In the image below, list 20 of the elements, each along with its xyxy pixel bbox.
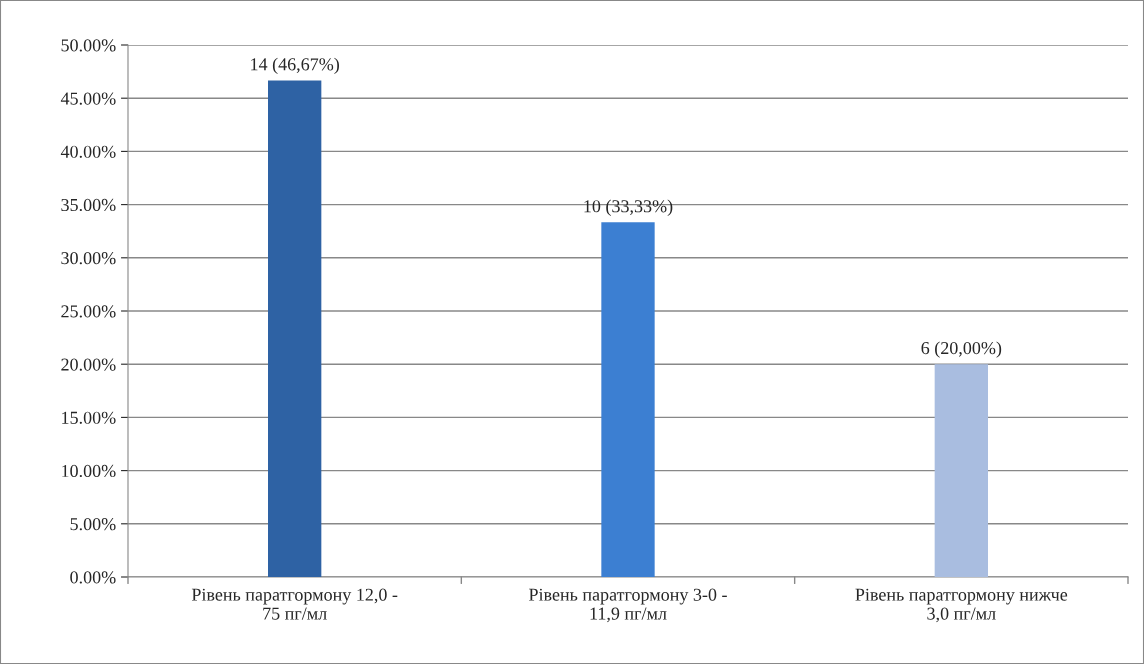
y-tick-label: 15.00%: [62, 411, 116, 424]
data-label: 6 (20,00%): [921, 341, 1002, 358]
y-tick-label: 45.00%: [60, 92, 116, 105]
y-tick-label: 10.00%: [62, 464, 116, 478]
x-tick-label: Рівень паратгормону 12,0 - 75 пг/мл: [191, 588, 398, 620]
x-tick-label: Рівень паратгормону 3-0 - 11,9 пг/мл: [529, 588, 727, 623]
y-tick-label: 20.00%: [61, 358, 116, 371]
bar: [601, 222, 655, 577]
data-label: 14 (46,67%): [251, 57, 339, 75]
bar: [934, 364, 988, 577]
y-tick-label: 25.00%: [61, 305, 116, 318]
y-tick-label: 5.00%: [70, 518, 116, 531]
y-tick-label: 40.00%: [60, 145, 116, 158]
y-tick-label: 30.00%: [61, 252, 116, 265]
y-tick-label: 50.00%: [61, 39, 116, 52]
y-tick-label: 0.00%: [70, 571, 116, 584]
x-tick-label: Рівень паратгормону нижче 3,0 пг/мл: [855, 588, 1068, 623]
y-tick-label: 35.00%: [61, 198, 116, 212]
data-label: 10 (33,33%): [584, 199, 673, 216]
bar: [268, 80, 322, 577]
